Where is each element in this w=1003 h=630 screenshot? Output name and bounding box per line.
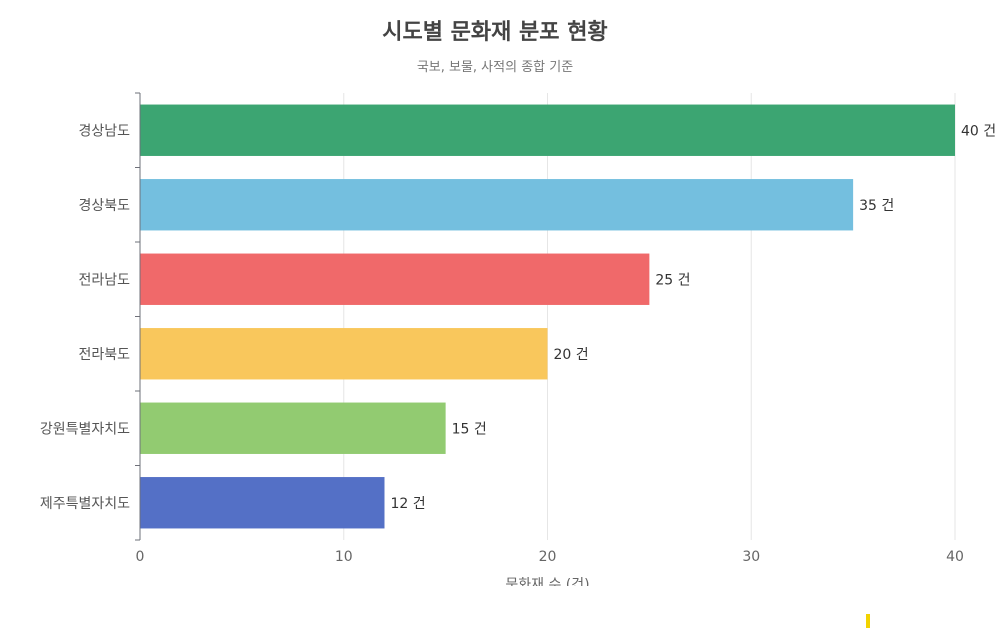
- x-tick-label-0: 0: [136, 549, 145, 565]
- bar-5: [140, 477, 385, 529]
- bar-value-label-4: 15 건: [452, 421, 487, 437]
- bar-value-label-0: 40 건: [961, 123, 996, 139]
- chart-subtitle: 국보, 보물, 사적의 종합 기준: [416, 60, 574, 75]
- y-category-label-5: 제주특별자치도: [40, 496, 130, 512]
- bar-0: [140, 104, 955, 156]
- x-tick-label-40: 40: [946, 549, 964, 565]
- bar-2: [140, 253, 650, 305]
- highlight-marker: [866, 614, 870, 628]
- y-category-label-3: 전라북도: [78, 347, 130, 363]
- x-axis-title: 문화재 수 (건): [505, 577, 590, 586]
- y-category-label-1: 경상북도: [78, 198, 130, 214]
- bar-value-label-1: 35 건: [859, 198, 894, 214]
- bar-value-label-2: 25 건: [655, 272, 690, 288]
- bars: [140, 104, 955, 529]
- bar-4: [140, 402, 446, 454]
- gridlines: [343, 93, 956, 540]
- chart-title: 시도별 문화재 분포 현황: [382, 20, 608, 45]
- bar-value-label-3: 20 건: [554, 347, 589, 363]
- y-category-label-4: 강원특별자치도: [40, 421, 130, 437]
- bar-3: [140, 328, 548, 380]
- bar-value-label-5: 12 건: [391, 496, 426, 512]
- x-tick-label-30: 30: [742, 549, 760, 565]
- x-axis-title-clip: 문화재 수 (건): [0, 566, 1003, 586]
- y-category-label-2: 전라남도: [78, 272, 130, 288]
- bar-1: [140, 179, 854, 231]
- axes: [135, 92, 141, 541]
- x-tick-label-20: 20: [539, 549, 557, 565]
- x-tick-label-10: 10: [335, 549, 353, 565]
- y-category-label-0: 경상남도: [78, 123, 130, 139]
